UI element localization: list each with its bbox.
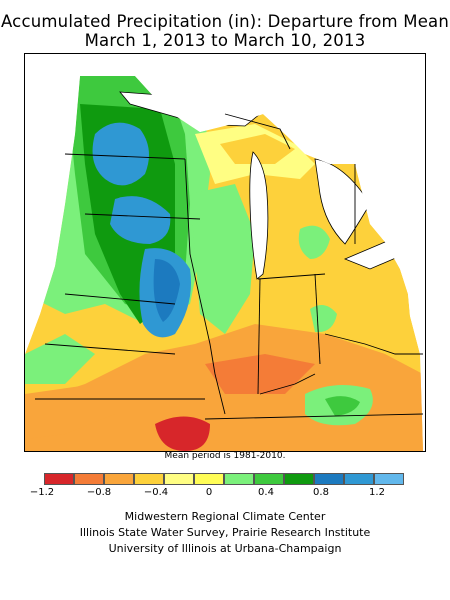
lake-huron (314, 158, 371, 245)
legend-tick-0: −1.2 (29, 487, 55, 498)
credit-line-2: Illinois State Water Survey, Prairie Res… (79, 526, 371, 539)
lake-michigan (249, 151, 269, 280)
legend-swatch (314, 473, 344, 485)
legend-swatch (134, 473, 164, 485)
legend-swatch (224, 473, 254, 485)
legend-tick-4: 0.4 (258, 487, 274, 498)
credit-line-3: University of Illinois at Urbana-Champai… (108, 542, 342, 555)
legend-tick-3: 0 (205, 487, 213, 498)
legend-swatch (374, 473, 404, 485)
map-title-line1: Accumulated Precipitation (in): Departur… (0, 12, 450, 31)
map-title-line2: March 1, 2013 to March 10, 2013 (84, 31, 366, 50)
credit-line-1: Midwestern Regional Climate Center (124, 510, 326, 523)
mean-period-note: Mean period is 1981-2010. (164, 451, 286, 461)
legend-swatch (74, 473, 104, 485)
legend-tick-2: −0.4 (143, 487, 169, 498)
legend-swatch (344, 473, 374, 485)
legend-swatch (284, 473, 314, 485)
color-legend (44, 473, 406, 485)
precipitation-departure-map (24, 53, 426, 452)
legend-swatch (254, 473, 284, 485)
legend-swatch (194, 473, 224, 485)
map-svg (25, 54, 425, 451)
legend-tick-6: 1.2 (369, 487, 385, 498)
legend-swatch (104, 473, 134, 485)
state-boundaries (35, 113, 424, 420)
legend-tick-5: 0.8 (313, 487, 329, 498)
legend-swatch (164, 473, 194, 485)
legend-tick-1: −0.8 (86, 487, 112, 498)
legend-swatch (44, 473, 74, 485)
